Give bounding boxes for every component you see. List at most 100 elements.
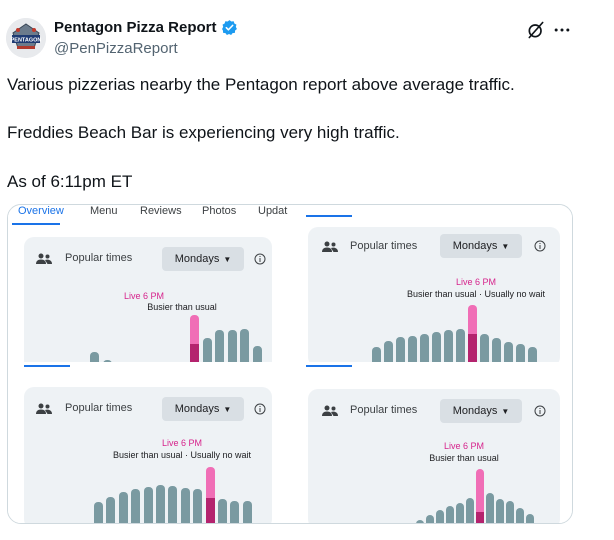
usual-level-bar — [468, 333, 477, 362]
more-icon[interactable] — [552, 20, 572, 40]
live-time-label: Live 6 PM — [123, 291, 165, 301]
popular-times-card: Popular times Mondays ▼ Live 6 PM Busier … — [24, 237, 272, 362]
hour-bar — [496, 499, 504, 523]
tab-reviews[interactable]: Reviews — [140, 205, 182, 217]
tweet-header: PENTAGON Pentagon Pizza Report @PenPizza… — [0, 0, 614, 64]
popular-times-label: Popular times — [350, 404, 418, 416]
hour-bar — [446, 506, 454, 523]
day-selector[interactable]: Mondays ▼ — [162, 247, 244, 271]
live-bar — [476, 469, 484, 523]
hour-bar — [131, 489, 141, 523]
hour-bar — [426, 515, 434, 523]
hour-bar — [408, 335, 417, 362]
dropdown-arrow-icon: ▼ — [223, 254, 232, 264]
hour-bar — [227, 329, 237, 362]
people-icon — [36, 253, 52, 264]
live-time-label: Live 6 PM — [161, 438, 203, 448]
verified-badge-icon — [221, 20, 237, 36]
screenshot-panel-1[interactable]: Overview Menu Reviews Photos Updat Popul… — [8, 205, 288, 362]
info-icon[interactable] — [534, 240, 546, 252]
busyness-status: Busier than usual — [429, 453, 499, 463]
day-selector[interactable]: Mondays ▼ — [162, 397, 244, 421]
avatar[interactable]: PENTAGON — [6, 18, 46, 58]
hour-bar — [215, 330, 224, 362]
hour-bar — [396, 337, 405, 362]
tab-overview[interactable]: Overview — [18, 205, 64, 217]
display-name[interactable]: Pentagon Pizza Report — [54, 19, 217, 36]
popular-times-chart — [40, 315, 270, 362]
popular-times-card: Popular times Mondays ▼ Live 6 PM Busier … — [308, 389, 560, 523]
people-icon — [36, 403, 52, 414]
grid-divider — [8, 362, 572, 365]
info-icon[interactable] — [534, 405, 546, 417]
info-icon[interactable] — [254, 253, 266, 265]
dropdown-arrow-icon: ▼ — [501, 406, 510, 416]
screenshot-panel-4[interactable]: Popular times Mondays ▼ Live 6 PM Busier … — [290, 365, 572, 523]
usual-level-bar — [190, 344, 199, 362]
dropdown-arrow-icon: ▼ — [501, 241, 510, 251]
hour-bar — [456, 502, 464, 523]
hour-bar — [432, 332, 441, 362]
day-selector-label: Mondays — [174, 403, 220, 415]
live-time-label: Live 6 PM — [443, 441, 485, 451]
avatar-text: PENTAGON — [11, 38, 42, 44]
day-selector[interactable]: Mondays ▼ — [440, 234, 522, 258]
usual-level-bar — [476, 511, 484, 523]
hour-bar — [492, 338, 501, 362]
hour-bar — [242, 500, 252, 523]
hour-bar — [230, 500, 240, 523]
hour-bar — [118, 492, 128, 523]
tab-menu[interactable]: Menu — [90, 205, 118, 217]
tab-photos[interactable]: Photos — [202, 205, 237, 217]
hour-bar — [168, 486, 178, 523]
hour-bar — [504, 342, 513, 362]
usual-level-bar — [205, 498, 215, 523]
media-grid[interactable]: Overview Menu Reviews Photos Updat Popul… — [7, 204, 573, 524]
hour-bar — [252, 346, 262, 362]
hour-bar — [384, 341, 393, 362]
hour-bar — [193, 489, 203, 523]
grok-icon[interactable] — [526, 20, 546, 40]
dropdown-arrow-icon: ▼ — [223, 404, 232, 414]
place-tabs: Overview Menu Reviews Photos Updat — [8, 205, 288, 225]
pentagon-logo-icon: PENTAGON — [6, 18, 46, 58]
tab-underline — [24, 365, 70, 367]
tab-underline — [306, 215, 352, 217]
day-selector-label: Mondays — [452, 240, 498, 252]
info-icon[interactable] — [254, 403, 266, 415]
handle[interactable]: @PenPizzaReport — [54, 40, 178, 57]
popular-times-label: Popular times — [350, 240, 418, 252]
screenshot-panel-2[interactable]: Popular times Mondays ▼ Live 6 PM Busier … — [290, 205, 572, 362]
hour-bar — [143, 487, 153, 523]
people-icon — [322, 405, 338, 416]
tweet-text-line-3: As of 6:11pm ET — [7, 172, 133, 191]
hour-bar — [486, 493, 494, 523]
hour-bar — [436, 509, 444, 523]
hour-bar — [106, 496, 116, 523]
hour-bar — [218, 499, 227, 523]
name-row: Pentagon Pizza Report — [54, 19, 238, 36]
hour-bar — [180, 488, 190, 523]
day-selector[interactable]: Mondays ▼ — [440, 399, 522, 423]
popular-times-label: Popular times — [65, 252, 133, 264]
hour-bar — [526, 514, 534, 523]
day-selector-label: Mondays — [452, 405, 498, 417]
hour-bar — [456, 329, 465, 362]
hour-bar — [466, 498, 474, 523]
hour-bar — [94, 501, 103, 523]
tab-updates[interactable]: Updat — [258, 205, 288, 217]
busyness-status: Busier than usual — [147, 302, 217, 312]
tab-underline — [306, 365, 352, 367]
hour-bar — [516, 508, 524, 523]
screenshot-panel-3[interactable]: Popular times Mondays ▼ Live 6 PM Busier … — [8, 365, 288, 523]
live-time-label: Live 6 PM — [455, 277, 497, 287]
hour-bar — [506, 501, 514, 523]
people-icon — [322, 241, 338, 252]
popular-times-chart — [94, 467, 264, 523]
hour-bar — [202, 337, 212, 362]
hour-bar — [444, 330, 453, 362]
busyness-status: Busier than usual · Usually no wait — [406, 289, 546, 299]
tab-underline — [12, 223, 60, 225]
hour-bar — [240, 328, 249, 362]
popular-times-card: Popular times Mondays ▼ Live 6 PM Busier … — [308, 227, 560, 362]
